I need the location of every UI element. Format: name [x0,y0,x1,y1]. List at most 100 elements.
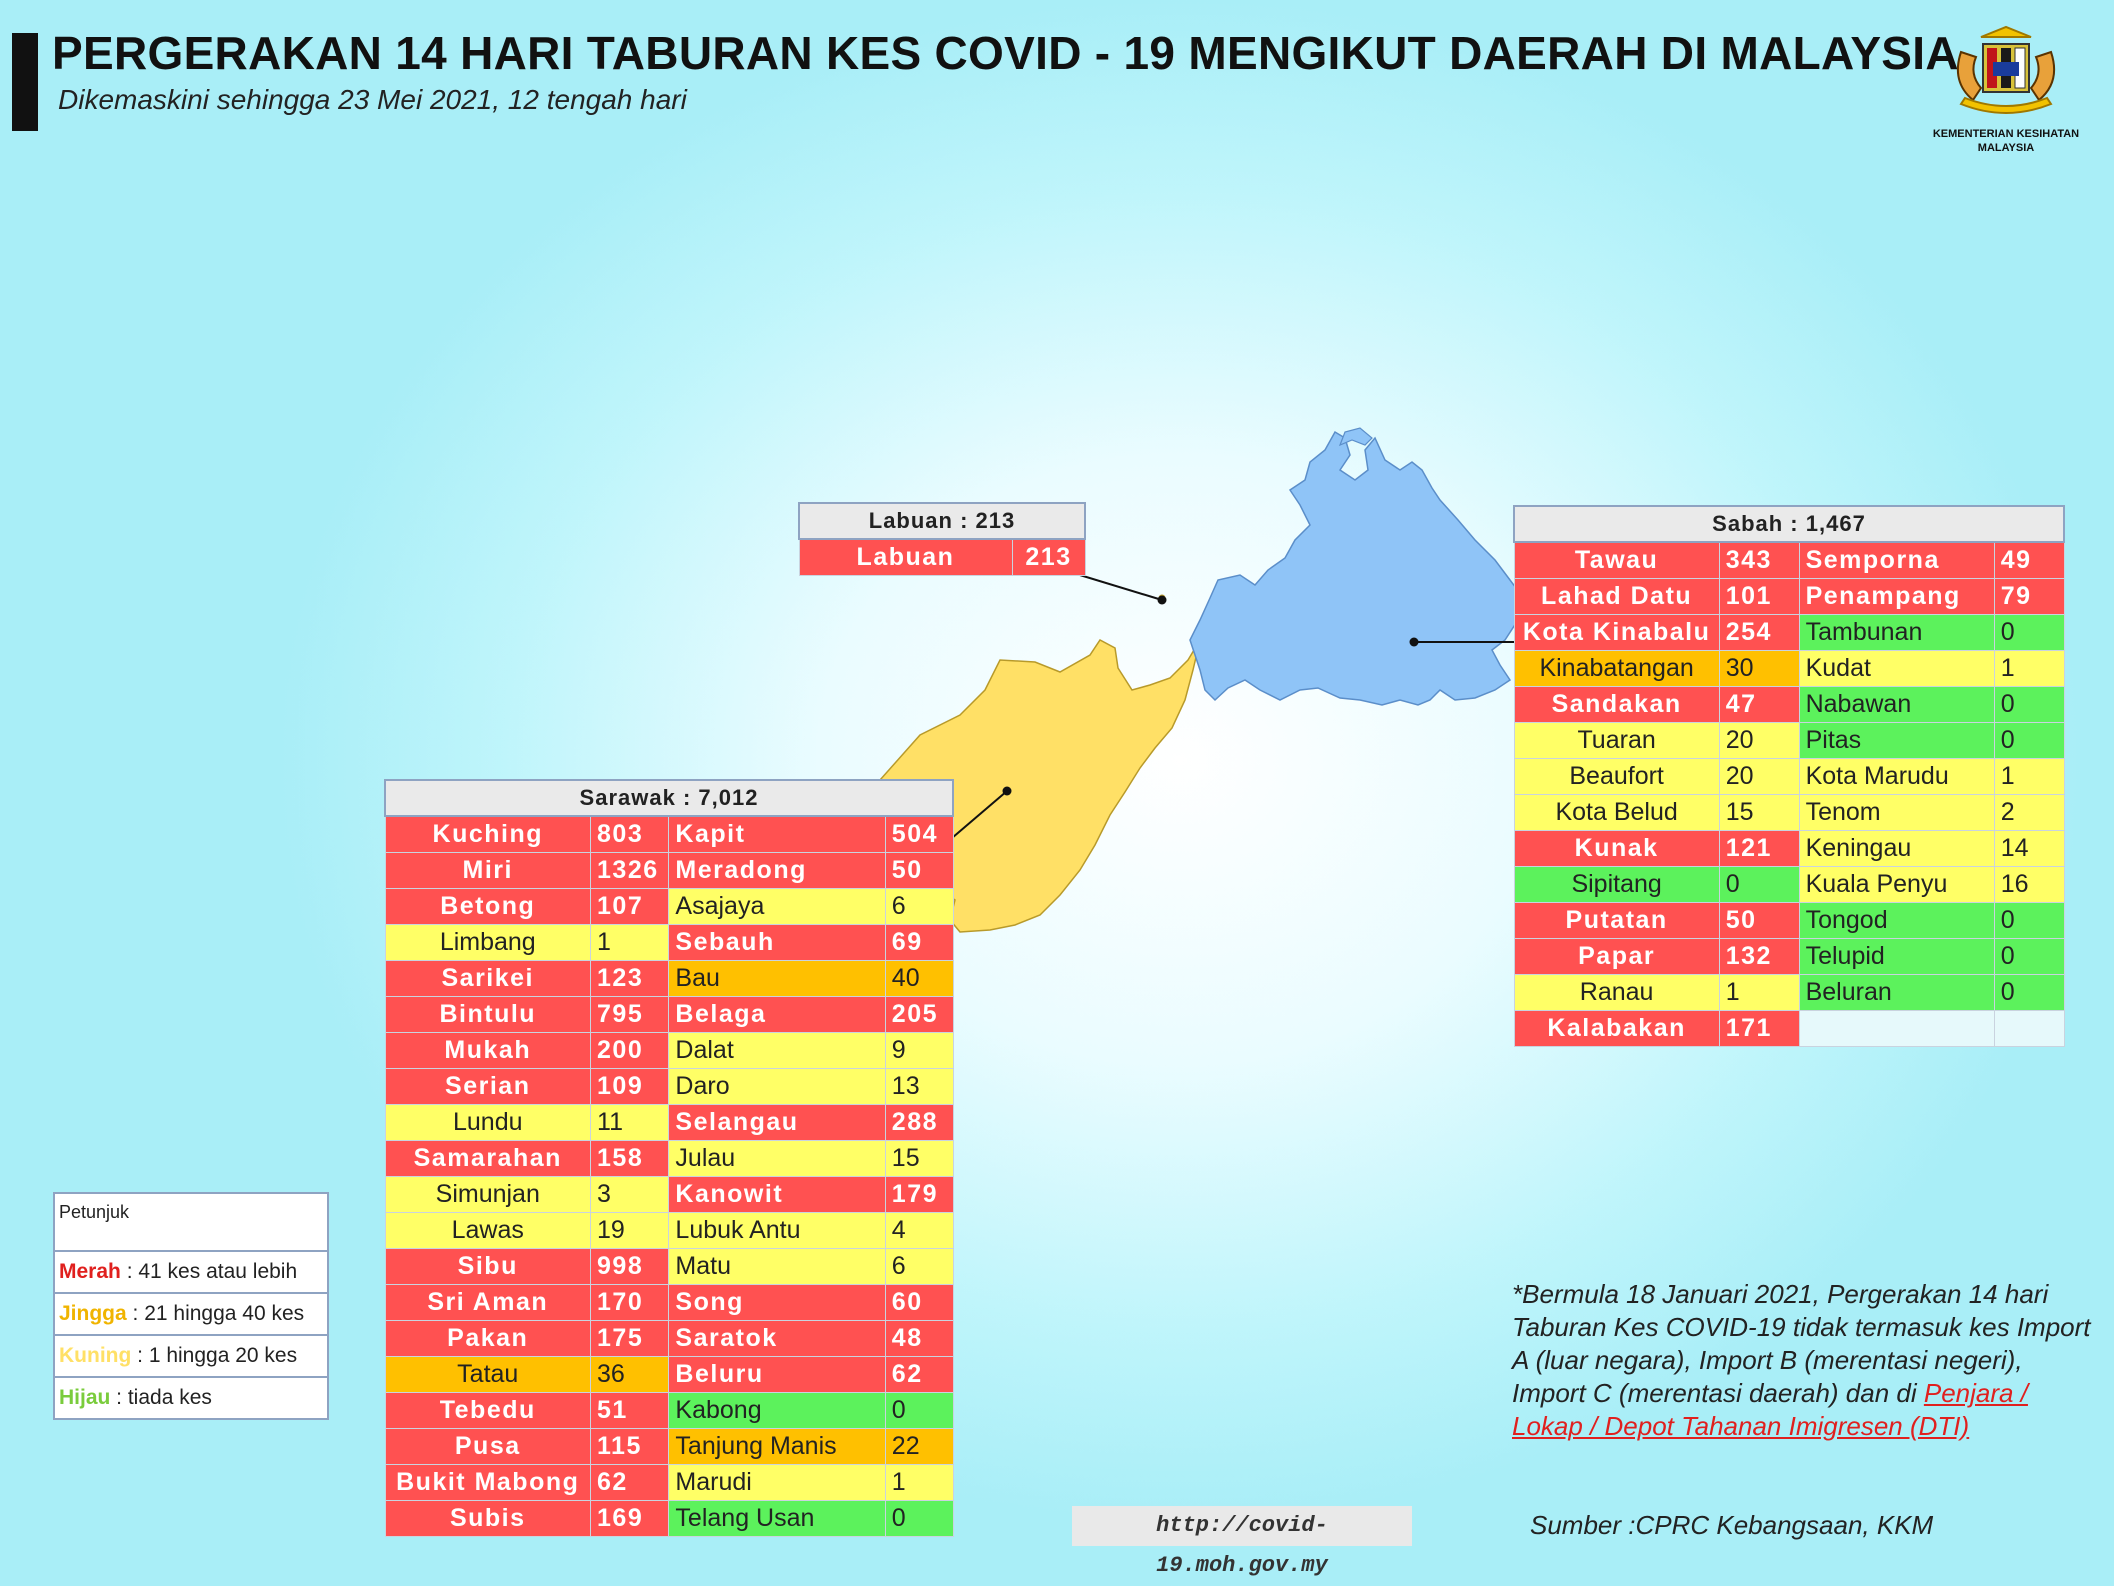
case-count: 9 [884,1032,954,1069]
case-count: 0 [1993,938,2065,975]
legend: Petunjuk Merah : 41 kes atau lebih Jingg… [53,1192,329,1420]
table-row: Sipitang 0 Kuala Penyu 16 [1513,866,2065,903]
case-count: 170 [590,1284,670,1321]
district-name: Pitas [1798,722,1995,759]
case-count: 51 [590,1392,670,1429]
district-name: Limbang [384,924,592,961]
case-count: 0 [1993,614,2065,651]
case-count: 200 [590,1032,670,1069]
case-count: 1 [1993,650,2065,687]
district-name: Putatan [1513,902,1720,939]
table-row: Papar 132 Telupid 0 [1513,938,2065,975]
legend-item-jingga: Jingga : 21 hingga 40 kes [55,1294,327,1336]
page-subtitle: Dikemaskini sehingga 23 Mei 2021, 12 ten… [58,84,687,115]
district-name: Kalabakan [1513,1010,1720,1047]
case-count [1993,1010,2065,1047]
district-name: Pusa [384,1428,592,1465]
district-name: Samarahan [384,1140,592,1177]
table-row: Beaufort 20 Kota Marudu 1 [1513,758,2065,795]
legend-text: : 21 hingga 40 kes [126,1302,305,1325]
case-count: 1326 [590,852,670,889]
table-row: Kalabakan 171 [1513,1010,2065,1047]
case-count: 50 [884,852,954,889]
labuan-marker [1157,595,1167,605]
district-name: Sandakan [1513,686,1720,723]
district-name: Bintulu [384,996,592,1033]
district-name: Beaufort [1513,758,1720,795]
coat-of-arms-icon [1957,25,2055,114]
district-name: Meradong [668,852,886,889]
district-name: Serian [384,1068,592,1105]
district-name: Kuala Penyu [1798,866,1995,903]
legend-key: Hijau [59,1386,111,1409]
case-count: 115 [590,1428,670,1465]
case-count: 1 [590,924,670,961]
sabah-header: Sabah : 1,467 [1513,505,2065,543]
case-count: 62 [590,1464,670,1501]
table-row: Putatan 50 Tongod 0 [1513,902,2065,939]
case-count: 4 [884,1212,954,1249]
district-name: Sarikei [384,960,592,997]
district-name: Tuaran [1513,722,1720,759]
district-name: Julau [668,1140,886,1177]
district-name: Keningau [1798,830,1995,867]
legend-item-kuning: Kuning : 1 hingga 20 kes [55,1336,327,1378]
table-row: Samarahan 158 Julau 15 [384,1140,954,1177]
district-name: Tambunan [1798,614,1995,651]
district-name: Kapit [668,815,886,853]
legend-key: Kuning [59,1344,132,1367]
case-count: 101 [1718,578,1800,615]
district-name [1798,1010,1995,1047]
district-name: Kota Belud [1513,794,1720,831]
case-count: 16 [1993,866,2065,903]
district-name: Lubuk Antu [668,1212,886,1249]
district-name: Subis [384,1500,592,1537]
case-count: 109 [590,1068,670,1105]
case-count: 169 [590,1500,670,1537]
case-count: 0 [884,1500,954,1537]
case-count: 15 [1718,794,1800,831]
case-count: 158 [590,1140,670,1177]
district-name: Betong [384,888,592,925]
case-count: 803 [590,815,670,853]
legend-key: Jingga [59,1302,127,1325]
case-count: 20 [1718,758,1800,795]
moh-logo: KEMENTERIAN KESIHATAN MALAYSIA [1916,22,2096,154]
labuan-header: Labuan : 213 [798,502,1086,540]
table-row: Tebedu 51 Kabong 0 [384,1392,954,1429]
district-name: Sebauh [668,924,886,961]
sabah-region [1189,430,1526,706]
sarawak-header: Sarawak : 7,012 [384,779,954,817]
logo-text-line1: KEMENTERIAN KESIHATAN [1932,128,2080,140]
district-name: Dalat [668,1032,886,1069]
table-row: Serian 109 Daro 13 [384,1068,954,1105]
district-name: Bukit Mabong [384,1464,592,1501]
case-count: 1 [1993,758,2065,795]
table-row: Tatau 36 Beluru 62 [384,1356,954,1393]
case-count: 6 [884,1248,954,1285]
case-count: 2 [1993,794,2065,831]
table-row: Sarikei 123 Bau 40 [384,960,954,997]
district-name: Penampang [1798,578,1995,615]
district-name: Song [668,1284,886,1321]
table-row: Limbang 1 Sebauh 69 [384,924,954,961]
case-count: 0 [884,1392,954,1429]
district-name: Tanjung Manis [668,1428,886,1465]
footnote-text: *Bermula 18 Januari 2021, Pergerakan 14 … [1512,1279,2091,1408]
sarawak-table: Sarawak : 7,012 Kuching 803 Kapit 504 Miri 13… [384,779,954,1537]
district-name: Kanowit [668,1176,886,1213]
district-name: Kudat [1798,650,1995,687]
footnote-link[interactable]: Penjara / Lokap / Depot Tahanan Imigrese… [1512,1378,2028,1441]
case-count: 6 [884,888,954,925]
case-count: 30 [1718,650,1800,687]
district-name: Sipitang [1513,866,1720,903]
case-count: 48 [884,1320,954,1357]
table-row: Pakan 175 Saratok 48 [384,1320,954,1357]
website-url[interactable]: http://covid-19.moh.gov.my [1072,1506,1412,1578]
district-name: Belaga [668,996,886,1033]
district-name: Sibu [384,1248,592,1285]
district-name: Tenom [1798,794,1995,831]
table-row: Lawas 19 Lubuk Antu 4 [384,1212,954,1249]
case-count: 0 [1718,866,1800,903]
legend-item-merah: Merah : 41 kes atau lebih [55,1252,327,1294]
